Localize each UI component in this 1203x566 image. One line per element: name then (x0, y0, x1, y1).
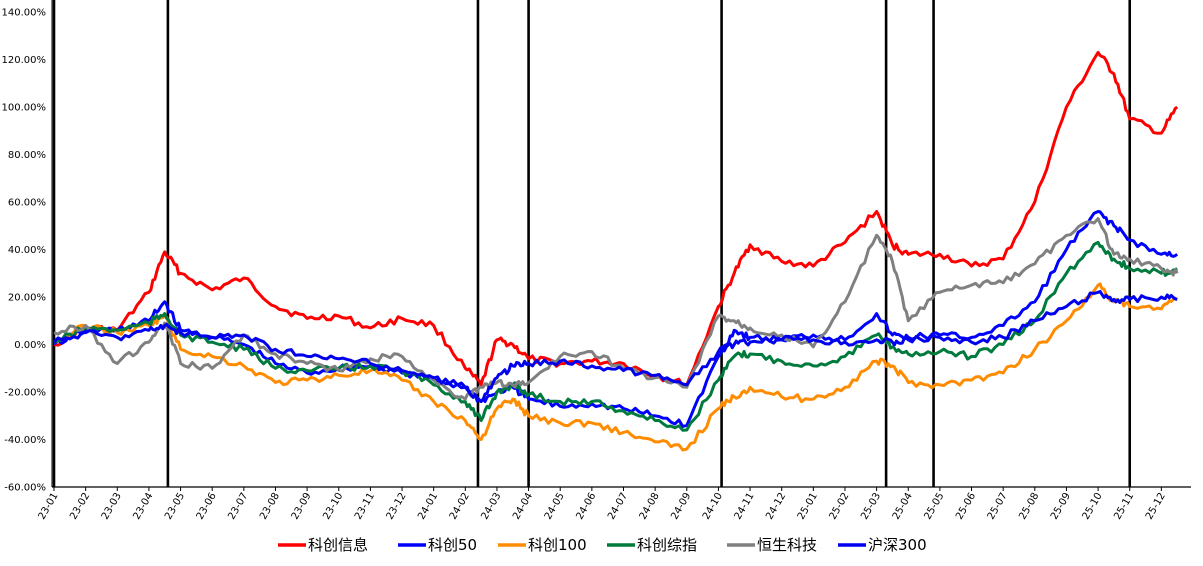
x-tick-label: 25-12 (1144, 491, 1168, 522)
x-tick-label: 23-11 (353, 491, 377, 522)
x-tick-label: 24-09 (669, 491, 693, 522)
x-tick-label: 25-06 (954, 491, 978, 522)
legend-label: 沪深300 (868, 536, 927, 554)
series-line-3 (53, 240, 1178, 432)
series-line-2 (53, 282, 1179, 452)
x-tick-label: 25-01 (796, 491, 820, 522)
x-tick-label: 25-03 (859, 491, 883, 522)
y-tick-label: 20.00% (8, 293, 46, 304)
x-tick-label: 24-02 (448, 491, 472, 522)
x-tick-label: 25-09 (1049, 491, 1073, 522)
y-tick-label: 40.00% (8, 245, 46, 256)
x-tick-label: 24-11 (733, 491, 757, 522)
x-tick-label: 23-06 (195, 491, 219, 522)
y-tick-label: 60.00% (8, 198, 46, 209)
x-tick-label: 23-03 (100, 491, 124, 522)
x-tick-label: 24-10 (701, 491, 725, 522)
x-tick-label: 24-07 (606, 491, 630, 522)
y-tick-label: -40.00% (4, 435, 46, 446)
y-tick-label: -60.00% (4, 483, 46, 494)
plot-background (52, 12, 1191, 487)
legend-label: 科创信息 (308, 536, 368, 554)
y-tick-label: 140.00% (2, 8, 47, 19)
x-tick-label: 23-07 (226, 491, 250, 522)
x-tick-label: 23-05 (163, 491, 187, 522)
y-tick-label: 80.00% (8, 150, 46, 161)
x-tick-label: 24-06 (574, 491, 598, 522)
series-line-0 (53, 50, 1179, 389)
y-tick-label: 100.00% (2, 103, 47, 114)
x-tick-label: 25-07 (986, 491, 1010, 522)
x-tick-label: 23-08 (258, 491, 282, 522)
series-lines (52, 50, 1179, 452)
x-tick-label: 25-02 (828, 491, 852, 522)
x-tick-label: 23-04 (131, 491, 155, 522)
x-tick-label: 25-05 (922, 491, 946, 522)
x-tick-label: 23-01 (37, 491, 61, 522)
x-tick-label: 25-10 (1081, 491, 1105, 522)
x-tick-label: 25-08 (1017, 491, 1041, 522)
legend-label: 恒生科技 (757, 536, 817, 554)
x-tick-label: 24-08 (638, 491, 662, 522)
y-tick-label: 0.00% (14, 340, 46, 351)
x-tick-label: 23-10 (321, 491, 345, 522)
x-tick-label: 24-01 (416, 491, 440, 522)
legend-label: 科创50 (428, 536, 477, 554)
x-tick-label: 24-04 (511, 491, 535, 522)
x-tick-label: 23-12 (385, 491, 409, 522)
x-tick-label: 23-09 (290, 491, 314, 522)
series-line-1 (52, 210, 1179, 428)
x-tick-label: 25-11 (1112, 491, 1136, 522)
vertical-markers (52, 0, 1132, 487)
y-tick-label: 120.00% (2, 55, 47, 66)
x-tick-label: 23-02 (68, 491, 92, 522)
x-tick-label: 24-03 (479, 491, 503, 522)
x-tick-label: 24-05 (543, 491, 567, 522)
legend: 科创信息 科创50 科创100 科创综指 恒生科技 沪深300 (278, 536, 927, 554)
series-line-5 (52, 290, 1178, 403)
legend-label: 科创100 (528, 536, 587, 554)
legend-label: 科创综指 (637, 536, 697, 554)
x-tick-label: 24-12 (764, 491, 788, 522)
y-tick-label: -20.00% (4, 388, 46, 399)
plot-area (52, 12, 1191, 487)
x-tick-label: 25-04 (891, 491, 915, 522)
